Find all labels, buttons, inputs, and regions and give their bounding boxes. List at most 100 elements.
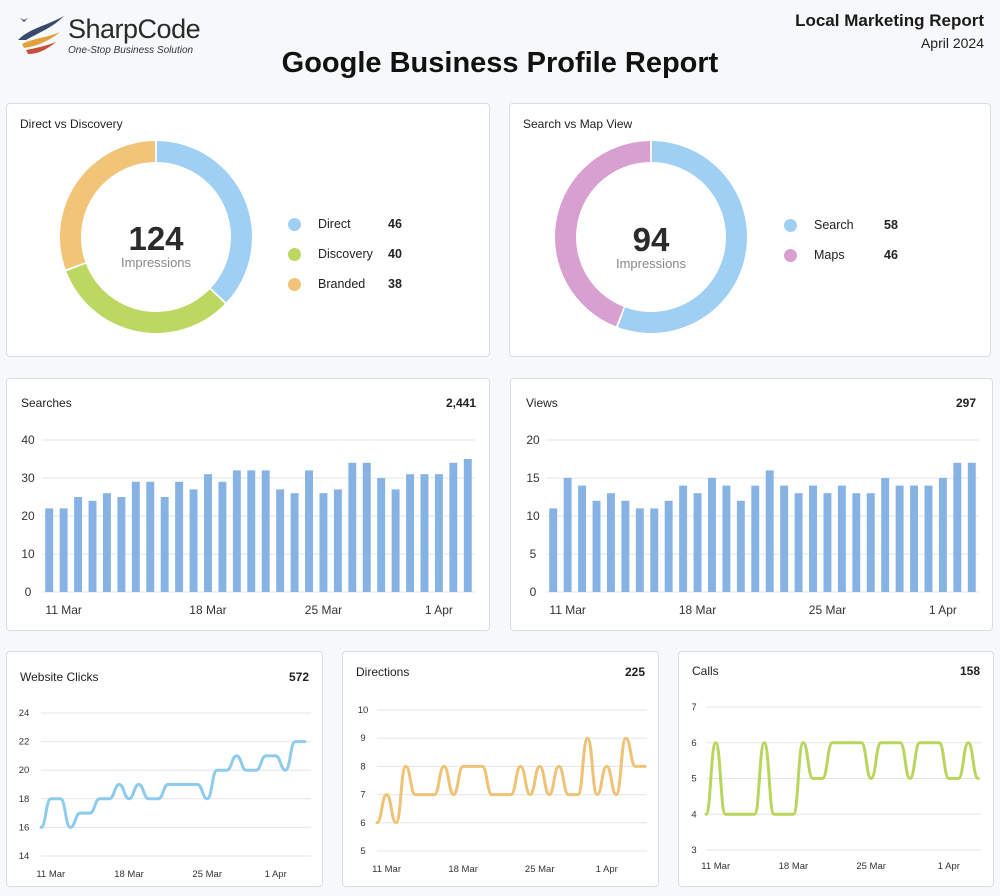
website-clicks-card: Website Clicks 572 14 16 18 20 22 24 11 Mar 18 … <box>6 651 323 887</box>
x-tick-label: 25 Mar <box>856 861 886 872</box>
bar <box>938 478 947 592</box>
bar <box>592 500 601 592</box>
x-tick-label: 11 Mar <box>372 864 401 875</box>
x-tick-label: 18 Mar <box>779 861 809 872</box>
x-tick-label: 18 Mar <box>679 603 716 617</box>
card-title: Direct vs Discovery <box>20 117 123 131</box>
y-tick-label: 15 <box>526 471 540 485</box>
bar <box>463 459 472 592</box>
bar <box>131 481 140 592</box>
legend-value: 40 <box>388 247 402 261</box>
calls-card: Calls 158 3 4 5 6 7 11 Mar 18 Mar 25 Mar 1 Apr <box>678 651 994 887</box>
donut-slice-branded <box>59 141 156 270</box>
y-tick-label: 24 <box>19 708 30 719</box>
x-tick-label: 11 Mar <box>36 869 65 880</box>
search-map-donut <box>555 141 747 333</box>
y-tick-label: 8 <box>360 761 365 772</box>
y-tick-label: 5 <box>691 774 696 785</box>
bar <box>910 485 919 592</box>
bar <box>953 462 962 592</box>
bar <box>895 485 904 592</box>
bar <box>621 500 630 592</box>
legend-value: 46 <box>388 217 402 231</box>
bar <box>333 489 342 592</box>
bar <box>117 497 126 592</box>
card-title: Views <box>526 396 558 410</box>
card-title: Searches <box>21 396 72 410</box>
bar <box>290 493 299 592</box>
maps-dot-icon <box>784 249 797 262</box>
views-card: Views 297 0 5 10 15 20 11 Mar 18 Mar 25 Mar 1 Ap… <box>510 378 993 631</box>
y-tick-label: 10 <box>526 509 540 523</box>
x-tick-label: 18 Mar <box>189 603 226 617</box>
bar <box>146 481 155 592</box>
donut-slice-discovery <box>66 263 225 333</box>
legend-value: 38 <box>388 277 402 291</box>
logo-tagline: One-Stop Business Solution <box>68 45 194 56</box>
bar <box>635 508 644 592</box>
y-tick-label: 5 <box>360 846 365 857</box>
x-tick-label: 11 Mar <box>45 603 81 617</box>
y-tick-label: 14 <box>19 851 30 862</box>
y-tick-label: 4 <box>691 809 696 820</box>
y-tick-label: 9 <box>360 733 365 744</box>
x-tick-label: 1 Apr <box>425 603 453 617</box>
bar <box>809 485 817 592</box>
y-tick-label: 16 <box>19 822 30 833</box>
x-tick-label: 1 Apr <box>938 861 960 872</box>
y-tick-label: 5 <box>530 547 537 561</box>
report-name: Local Marketing Report <box>795 11 984 30</box>
card-total: 572 <box>288 670 309 684</box>
bar <box>362 462 371 592</box>
directions-card: Directions 225 5 6 7 8 9 10 11 Mar 18 Mar 25 Mar… <box>342 651 659 887</box>
legend-item-direct: Direct 46 <box>288 217 438 247</box>
y-tick-label: 20 <box>21 509 35 523</box>
x-tick-label: 11 Mar <box>549 603 585 617</box>
y-tick-label: 20 <box>526 433 540 447</box>
bar <box>722 485 731 592</box>
bar <box>794 493 803 592</box>
bar <box>736 500 745 592</box>
legend-label: Search <box>814 218 854 232</box>
report-period: April 2024 <box>920 35 984 51</box>
bar <box>650 508 659 592</box>
direct-dot-icon <box>288 218 301 231</box>
y-tick-label: 10 <box>21 547 35 561</box>
bar <box>606 493 615 592</box>
impressions-total: 94 <box>632 221 670 258</box>
bar <box>276 489 285 592</box>
bar <box>679 485 688 592</box>
donut-slice-maps <box>555 141 651 327</box>
y-tick-label: 0 <box>530 585 537 599</box>
bar <box>218 481 227 592</box>
bar <box>88 500 97 592</box>
branded-dot-icon <box>288 278 301 291</box>
discovery-dot-icon <box>288 248 301 261</box>
legend-item-discovery: Discovery 40 <box>288 247 438 277</box>
y-tick-label: 10 <box>358 705 369 716</box>
legend-item-maps: Maps 46 <box>784 248 934 278</box>
bar <box>924 485 933 592</box>
x-tick-label: 1 Apr <box>596 864 618 875</box>
card-title: Search vs Map View <box>523 117 633 131</box>
direct-discovery-donut <box>59 141 253 333</box>
x-tick-label: 25 Mar <box>809 603 846 617</box>
impressions-total: 124 <box>128 220 184 257</box>
brand-logo: SharpCode One-Stop Business Solution <box>16 10 206 60</box>
bar <box>780 485 789 592</box>
series-line <box>375 736 647 825</box>
bar <box>881 478 890 592</box>
bar <box>420 474 429 592</box>
bar <box>102 493 111 592</box>
x-tick-label: 25 Mar <box>525 864 555 875</box>
y-tick-label: 18 <box>19 794 30 805</box>
legend-label: Direct <box>318 217 351 231</box>
bar <box>664 500 673 592</box>
bar <box>247 470 256 592</box>
donut-slice-direct <box>156 141 253 303</box>
y-tick-label: 22 <box>19 737 30 748</box>
bar <box>319 493 328 592</box>
bar <box>261 470 270 592</box>
bar <box>232 470 241 592</box>
bar <box>74 497 83 592</box>
